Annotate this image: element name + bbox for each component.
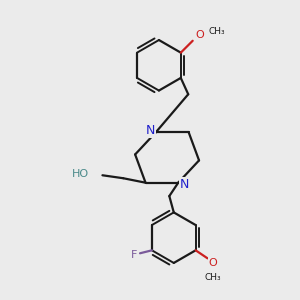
Text: HO: HO <box>72 169 89 179</box>
Text: O: O <box>208 258 217 268</box>
Text: F: F <box>131 250 137 260</box>
Text: CH₃: CH₃ <box>205 273 221 282</box>
Text: N: N <box>146 124 155 137</box>
Text: O: O <box>196 30 205 40</box>
Text: N: N <box>180 178 190 191</box>
Text: CH₃: CH₃ <box>208 27 225 36</box>
